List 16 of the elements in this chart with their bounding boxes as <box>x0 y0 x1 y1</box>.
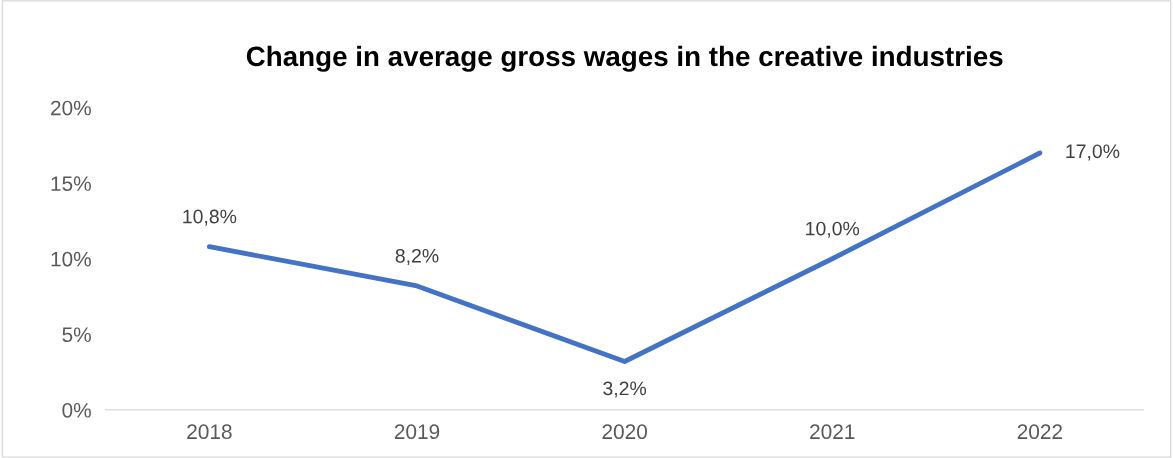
x-tick-label: 2019 <box>394 424 440 440</box>
data-label: 10,8% <box>183 209 237 226</box>
y-tick-label: 5% <box>62 327 91 343</box>
y-tick-label: 0% <box>62 402 91 418</box>
data-label: 17,0% <box>1066 144 1120 161</box>
chart-title: Change in average gross wages in the creative industries <box>246 45 1003 72</box>
x-tick-label: 2022 <box>1017 424 1062 440</box>
y-tick-label: 10% <box>51 251 91 267</box>
data-label: 8,2% <box>395 248 439 265</box>
data-label: 3,2% <box>603 381 647 398</box>
data-label: 10,0% <box>806 221 860 238</box>
x-tick-label: 2021 <box>810 424 855 440</box>
x-tick-label: 2018 <box>187 424 232 440</box>
y-tick-label: 20% <box>51 100 91 116</box>
x-tick-label: 2020 <box>602 424 647 440</box>
y-tick-label: 15% <box>51 176 91 191</box>
